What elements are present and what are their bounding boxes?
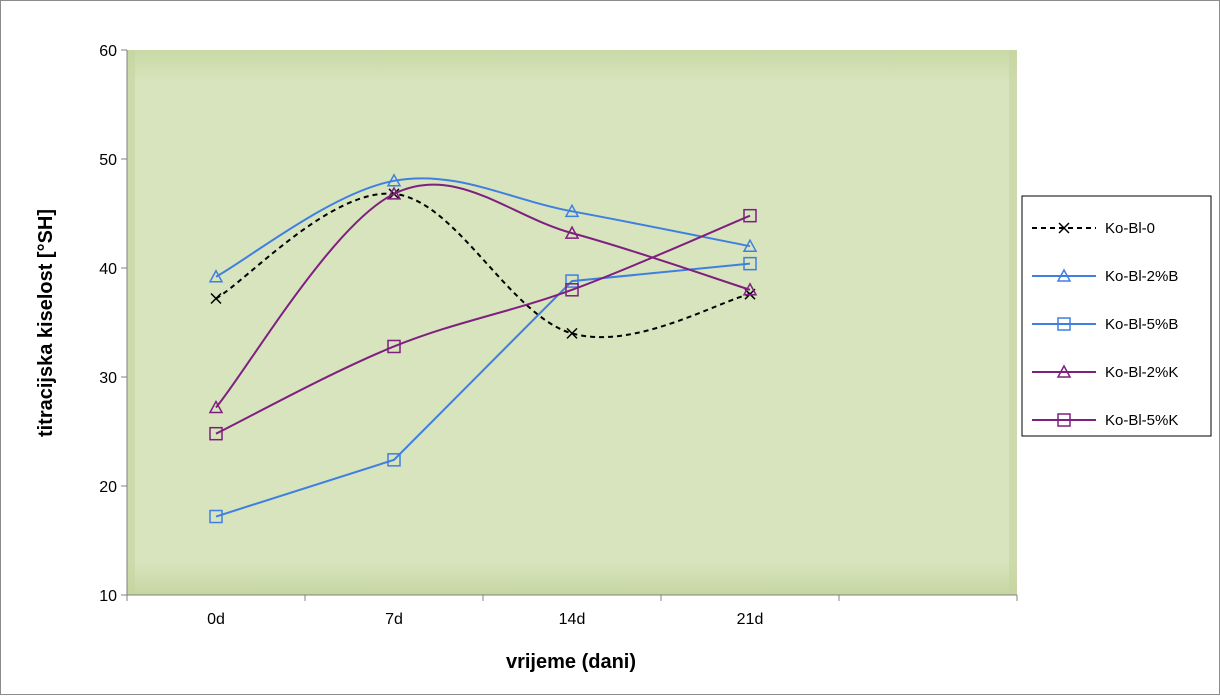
y-tick-label: 20 [99, 479, 117, 496]
series-2 [208, 173, 758, 283]
legend-item: Ko-Bl-5%K [1032, 412, 1178, 429]
legend: Ko-Bl-0 Ko-Bl-2%B Ko-Bl-5%B Ko-Bl-2%K Ko-Bl-… [1021, 195, 1212, 437]
x-tick-label: 0d [207, 611, 225, 628]
data-point-marker [210, 292, 222, 305]
data-point-marker [742, 282, 758, 296]
legend-item: Ko-Bl-5%B [1032, 316, 1178, 333]
y-tick-label: 10 [99, 588, 117, 605]
x-tick-label: 7d [385, 611, 403, 628]
legend-item: Ko-Bl-0 [1032, 220, 1155, 237]
legend-marker [1056, 268, 1072, 282]
data-point-marker [386, 173, 402, 187]
series-3 [209, 256, 757, 524]
legend-marker [1056, 364, 1072, 378]
series-line [215, 177, 751, 278]
legend-marker [1058, 222, 1070, 234]
data-point-marker [209, 426, 223, 441]
data-point-marker [564, 225, 580, 239]
legend-item: Ko-Bl-2%K [1032, 364, 1178, 381]
series-line [215, 262, 751, 518]
x-tick-label: 21d [737, 611, 764, 628]
legend-label: Ko-Bl-5%B [1105, 316, 1178, 333]
data-point-marker [565, 274, 579, 288]
legend-label: Ko-Bl-0 [1105, 220, 1155, 237]
data-point-marker [743, 256, 757, 271]
data-point-marker [386, 186, 402, 200]
series-layer [208, 173, 758, 524]
y-tick-label: 40 [99, 261, 117, 278]
data-point-marker [387, 453, 401, 467]
data-point-marker [209, 509, 223, 524]
y-tick-label: 60 [99, 43, 117, 60]
series-line [215, 183, 751, 409]
data-point-marker [743, 208, 757, 223]
plot-bevel-left [127, 50, 135, 595]
data-point-marker [566, 327, 578, 339]
y-tick-label: 50 [99, 152, 117, 169]
x-axis-title: vrijeme (dani) [506, 651, 636, 673]
series-line [215, 192, 751, 339]
y-axis-title: titracijska kiselost [°SH] [35, 209, 57, 437]
legend-item: Ko-Bl-2%B [1032, 268, 1178, 285]
series-line [215, 214, 751, 435]
plot-background [127, 50, 1017, 595]
data-point-marker [208, 399, 224, 414]
plot-area [127, 50, 1017, 595]
legend-marker [1057, 413, 1071, 427]
data-point-marker [565, 283, 579, 297]
legend-label: Ko-Bl-5%K [1105, 412, 1178, 429]
plot-bevel-right [1009, 50, 1017, 595]
series-5 [209, 208, 757, 441]
y-tick-label: 30 [99, 370, 117, 387]
data-point-marker [742, 238, 758, 252]
x-tick-label: 14d [559, 611, 586, 628]
legend-label: Ko-Bl-2%B [1105, 268, 1178, 285]
axes: 10 20 30 40 50 60 0d 7d 14d 21d [99, 43, 1018, 628]
data-point-marker [564, 203, 580, 218]
series-4 [208, 183, 758, 414]
legend-box [1021, 195, 1212, 437]
data-point-marker [387, 339, 401, 354]
legend-label: Ko-Bl-2%K [1105, 364, 1178, 381]
data-point-marker [208, 269, 224, 283]
legend-marker [1057, 317, 1071, 331]
